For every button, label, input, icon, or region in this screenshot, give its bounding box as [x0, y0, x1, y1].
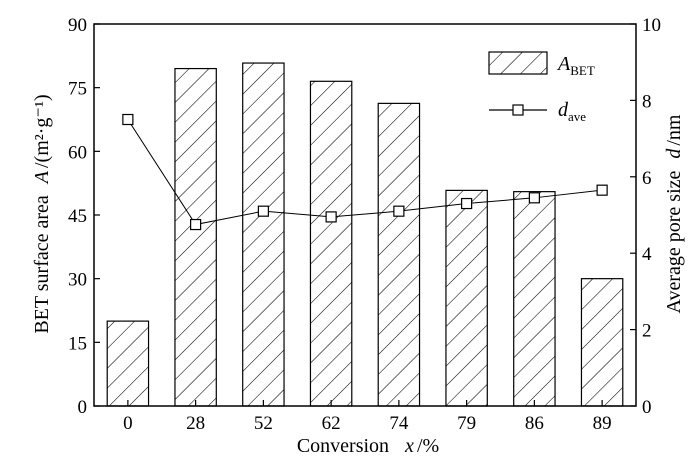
y-left-tick-label: 0 [78, 397, 88, 418]
y-left-axis-title-unit: /(m²·g⁻¹) [31, 94, 53, 168]
pore-size-marker-79 [461, 197, 473, 210]
x-axis-title-unit: /% [417, 435, 439, 457]
y-left-tick-label: 45 [68, 206, 87, 227]
x-tick-label-86: 86 [525, 413, 544, 434]
legend-bar-label-sub: BET [570, 63, 595, 78]
y-right-axis-title: Average pore size d/nm [663, 114, 685, 313]
legend-bar-swatch [488, 51, 548, 75]
y-right-axis-title-unit: /nm [663, 114, 685, 146]
legend-line-label: dave [558, 99, 586, 124]
pore-size-marker-0 [122, 113, 134, 126]
legend-line-marker [512, 104, 524, 116]
pore-size-marker-89 [596, 184, 608, 196]
x-tick-label-52: 52 [254, 413, 273, 434]
y-right-tick-label: 10 [642, 15, 661, 36]
x-axis-title-prefix: Conversion [297, 435, 389, 457]
x-tick-label-0: 0 [123, 413, 133, 434]
y-left-tick-label: 60 [68, 142, 87, 163]
y-right-tick-label: 2 [642, 321, 652, 342]
pore-size-marker-52 [257, 205, 269, 217]
bet-bar-79 [445, 189, 488, 407]
pore-size-line-layer [122, 113, 608, 231]
legend-line-label-main: d [558, 99, 569, 121]
y-right-axis-title-prefix: Average pore size [663, 171, 685, 314]
pore-size-line [127, 119, 603, 226]
ticks-layer: 0 15 30 45 60 75 90 0 2 4 6 8 10 0 28 52 62 74 79 86 89 [68, 15, 661, 434]
y-right-tick-label: 0 [642, 397, 652, 418]
y-left-tick-label: 75 [68, 79, 87, 100]
y-right-tick-label: 6 [642, 168, 652, 189]
legend-line-label-sub: ave [568, 109, 586, 124]
x-tick-label-79: 79 [457, 413, 476, 434]
legend-bar-label: ABET [556, 53, 595, 78]
y-left-tick-label: 90 [68, 15, 87, 36]
x-tick-label-28: 28 [186, 413, 205, 434]
legend-bar-label-main: A [556, 53, 571, 75]
bet-bar-62 [309, 80, 353, 407]
bet-bar-74 [377, 102, 421, 407]
y-left-axis-title-var: A [31, 170, 53, 185]
bars-layer [106, 62, 624, 407]
pore-size-marker-74 [393, 205, 405, 217]
y-right-tick-label: 8 [642, 91, 652, 112]
bet-bar-89 [580, 278, 624, 407]
y-right-tick-label: 4 [642, 244, 652, 265]
x-tick-label-74: 74 [389, 413, 409, 434]
bet-bar-0 [106, 320, 150, 407]
pore-size-marker-28 [190, 218, 202, 231]
y-left-axis-title: BET surface area A /(m²·g⁻¹) [31, 94, 53, 333]
pore-size-marker-62 [325, 211, 337, 223]
y-left-axis-title-prefix: BET surface area [31, 195, 53, 334]
y-left-tick-label: 15 [68, 333, 87, 354]
x-tick-label-62: 62 [322, 413, 341, 434]
bet-bar-28 [174, 67, 217, 407]
y-right-axis-title-var: d [663, 148, 685, 159]
x-tick-label-89: 89 [593, 413, 612, 434]
legend: ABET dave [488, 51, 595, 124]
bet-bar-52 [242, 62, 285, 407]
x-axis-title-var: x [404, 435, 414, 457]
pore-size-marker-86 [528, 192, 540, 204]
x-axis-title: Conversion x/% [297, 435, 439, 457]
y-left-tick-label: 30 [68, 270, 87, 291]
bet-bar-86 [513, 191, 556, 407]
